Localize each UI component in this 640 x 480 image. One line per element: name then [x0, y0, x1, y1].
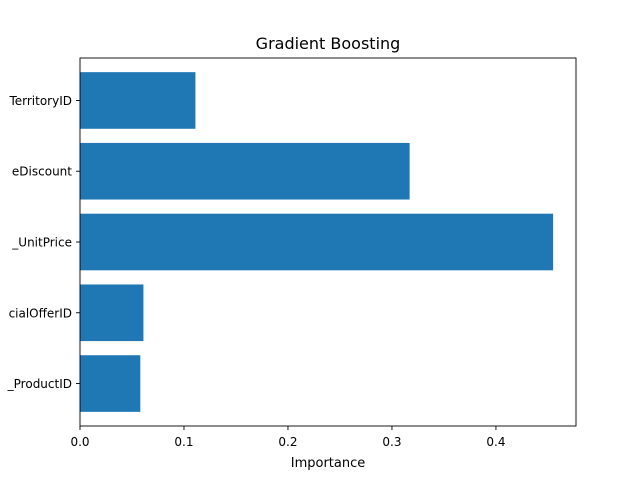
bar-2	[80, 213, 554, 271]
y-tick-label-0: TerritoryID	[8, 94, 72, 108]
x-tick-label-1: 0.1	[174, 435, 193, 449]
x-tick-label-4: 0.4	[486, 435, 505, 449]
chart-title: Gradient Boosting	[256, 34, 401, 53]
plot-frame	[79, 57, 577, 427]
bar-0	[80, 72, 196, 129]
x-tick-label-0: 0.0	[70, 435, 89, 449]
y-tick-label-1: eDiscount	[12, 165, 72, 179]
x-axis-label: Importance	[291, 456, 366, 471]
y-ticks-group: TerritoryID eDiscount _UnitPrice cialOfferI…	[7, 94, 80, 391]
y-tick-label-4: _ProductID	[7, 377, 72, 391]
x-tick-label-3: 0.3	[382, 435, 401, 449]
bar-4	[80, 355, 141, 412]
x-ticks-group: 0.0 0.1 0.2 0.3 0.4	[70, 426, 505, 449]
bar-3	[80, 284, 144, 342]
bars-group	[80, 72, 554, 412]
bar-1	[80, 142, 410, 200]
y-tick-label-3: cialOfferID	[9, 306, 72, 320]
x-tick-label-2: 0.2	[278, 435, 297, 449]
y-tick-label-2: _UnitPrice	[11, 236, 72, 250]
